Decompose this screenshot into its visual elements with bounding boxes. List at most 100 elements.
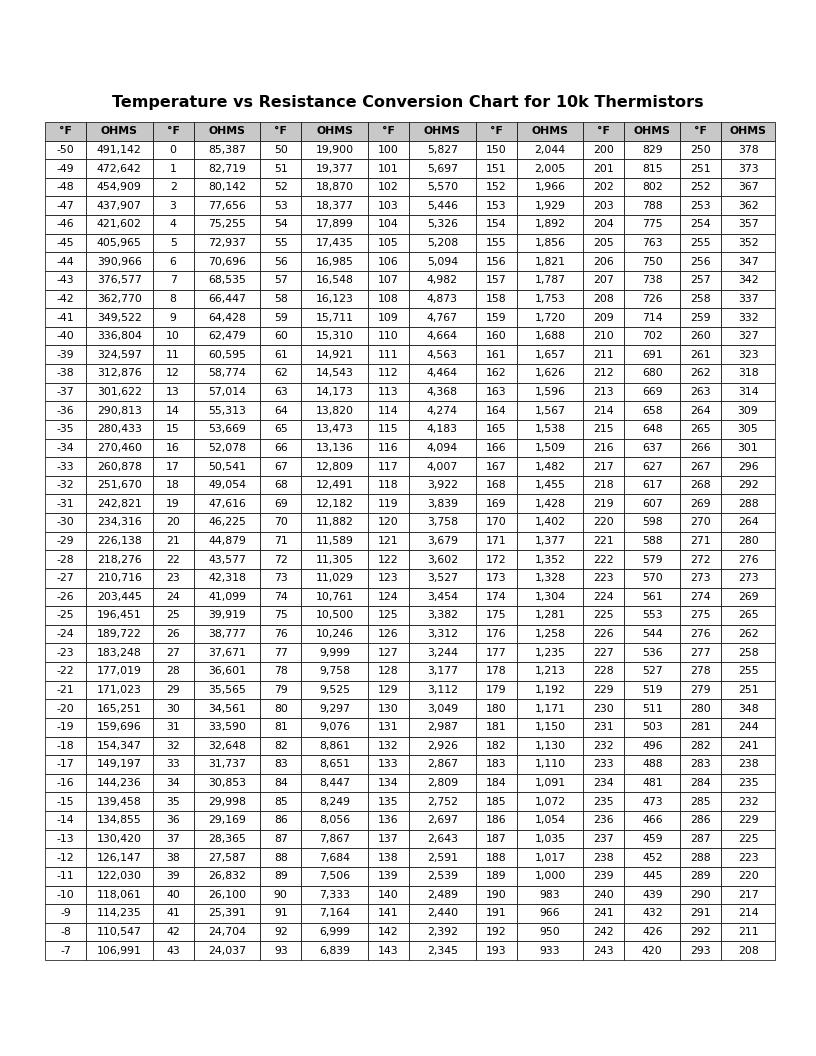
Bar [624,122,681,140]
Bar [517,531,583,550]
Text: 144,236: 144,236 [97,778,142,788]
Bar [368,233,409,252]
Bar [476,476,517,494]
Text: 157: 157 [486,276,507,285]
Text: 8,651: 8,651 [319,759,350,770]
Text: 223: 223 [593,573,614,583]
Text: 31,737: 31,737 [208,759,246,770]
Text: 131: 131 [378,722,399,732]
Bar [86,327,153,345]
Bar [86,215,153,233]
Bar [301,718,368,736]
Text: 71: 71 [274,536,288,546]
Text: 570: 570 [642,573,663,583]
Text: 229: 229 [593,685,614,695]
Text: 24: 24 [166,591,180,602]
Text: 318: 318 [738,369,758,378]
Bar [517,867,583,886]
Bar [301,327,368,345]
Bar [86,736,153,755]
Bar [721,177,775,196]
Bar [368,662,409,681]
Bar [301,308,368,327]
Bar [301,643,368,662]
Bar [45,699,86,718]
Text: 129: 129 [378,685,399,695]
Text: 149,197: 149,197 [97,759,142,770]
Bar [45,457,86,476]
Bar [45,215,86,233]
Text: 327: 327 [738,332,758,341]
Text: 1,235: 1,235 [534,647,565,658]
Text: 37: 37 [166,834,180,844]
Text: -20: -20 [56,703,74,714]
Bar [721,830,775,848]
Bar [721,364,775,382]
Text: 3,922: 3,922 [427,480,458,490]
Bar [721,699,775,718]
Bar [193,382,260,401]
Text: 282: 282 [690,741,711,751]
Text: 132: 132 [378,741,399,751]
Text: 63: 63 [274,386,288,397]
Text: 269: 269 [738,591,758,602]
Bar [476,792,517,811]
Text: 163: 163 [486,386,507,397]
Text: 141: 141 [378,908,399,919]
Text: 3,382: 3,382 [427,610,458,621]
Text: 91: 91 [274,908,288,919]
Bar [476,177,517,196]
Bar [86,830,153,848]
Text: 215: 215 [593,425,614,434]
Text: 1: 1 [170,164,176,173]
Text: 196,451: 196,451 [97,610,142,621]
Bar [624,606,681,625]
Bar [45,830,86,848]
Bar [193,308,260,327]
Bar [409,327,476,345]
Text: 18,870: 18,870 [316,183,353,192]
Bar [681,476,721,494]
Bar [681,308,721,327]
Text: 292: 292 [738,480,758,490]
Text: 270: 270 [690,517,711,527]
Text: 1,966: 1,966 [534,183,565,192]
Bar [624,662,681,681]
Bar [86,587,153,606]
Text: 100: 100 [378,145,399,155]
Bar [583,252,624,271]
Bar [153,513,193,531]
Bar [681,587,721,606]
Text: 82,719: 82,719 [208,164,246,173]
Bar [260,364,301,382]
Text: 617: 617 [642,480,663,490]
Bar [45,233,86,252]
Text: 154,347: 154,347 [97,741,142,751]
Text: 57,014: 57,014 [208,386,246,397]
Bar [368,643,409,662]
Bar [583,289,624,308]
Text: 242: 242 [593,927,614,937]
Text: -44: -44 [56,257,74,267]
Text: 262: 262 [690,369,711,378]
Bar [301,923,368,941]
Text: 2: 2 [170,183,176,192]
Bar [368,140,409,159]
Bar [260,774,301,792]
Bar [583,718,624,736]
Text: 200: 200 [593,145,614,155]
Text: 62,479: 62,479 [208,332,246,341]
Bar [624,904,681,923]
Bar [409,681,476,699]
Text: 221: 221 [593,536,614,546]
Text: 38: 38 [166,852,180,863]
Text: 213: 213 [593,386,614,397]
Text: 18,377: 18,377 [316,201,353,211]
Bar [721,718,775,736]
Text: -23: -23 [56,647,74,658]
Bar [260,941,301,960]
Bar [86,438,153,457]
Bar [721,886,775,904]
Bar [301,476,368,494]
Text: 182: 182 [486,741,507,751]
